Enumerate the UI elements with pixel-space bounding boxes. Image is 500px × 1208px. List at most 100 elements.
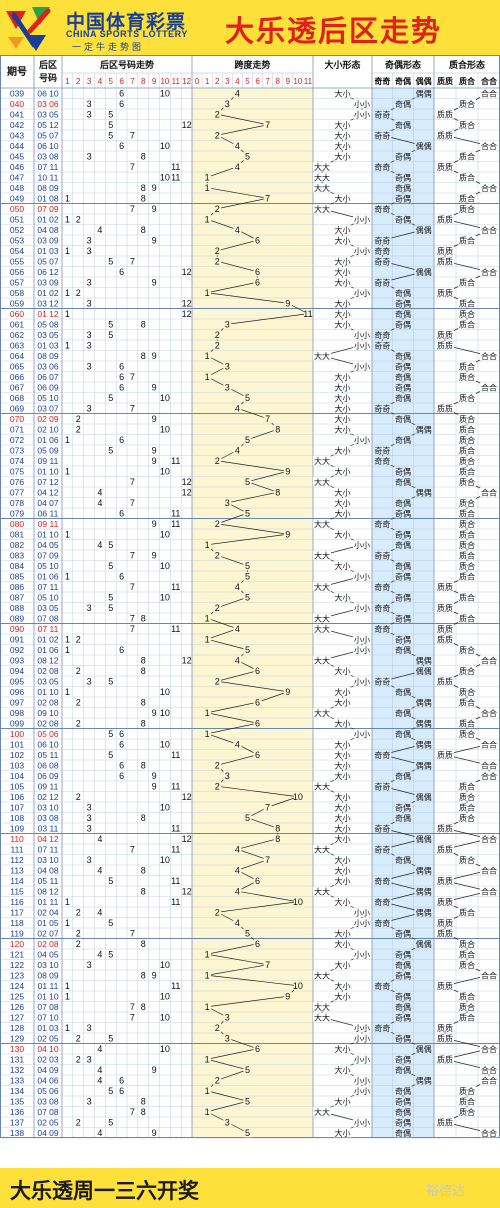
- odd-even-mark: 奇偶: [395, 351, 411, 361]
- span-trend-mark: 10: [293, 897, 303, 907]
- odd-even-mark-background: [394, 288, 412, 298]
- odd-even-mark-background: [414, 939, 433, 949]
- issue-number: 096: [10, 687, 24, 697]
- number-trend-mark: 10: [160, 1012, 170, 1022]
- odd-even-mark-background: [414, 907, 433, 917]
- back-area-numbers: 08 12: [37, 655, 59, 665]
- odd-even-mark-background: [394, 729, 412, 739]
- span-mark-background: [213, 456, 222, 466]
- odd-even-mark: 奇偶: [395, 1033, 411, 1043]
- big-small-mark-background: [333, 487, 352, 497]
- back-area-numbers: 09 11: [38, 456, 59, 466]
- back-area-numbers: 04 12: [37, 487, 59, 497]
- issue-number: 040: [10, 99, 24, 109]
- span-mark-background: [243, 151, 252, 161]
- number-trend-mark: 7: [130, 550, 135, 560]
- odd-even-mark: 偶偶: [416, 697, 432, 707]
- span-mark-background: [243, 571, 252, 581]
- prime-composite-mark: 质合: [459, 802, 475, 812]
- span-trend-mark: 1: [205, 288, 210, 298]
- odd-even-mark-background: [373, 918, 392, 928]
- span-trend-mark: 1: [205, 949, 210, 959]
- span-trend-mark: 4: [235, 655, 240, 665]
- number-trend-mark: 10: [160, 739, 170, 749]
- number-trend-mark: 7: [130, 1107, 135, 1117]
- prime-composite-mark: 质合: [459, 193, 475, 203]
- odd-even-mark-background: [373, 823, 392, 833]
- span-trend-mark: 2: [215, 519, 220, 529]
- page-title: 大乐透后区走势: [225, 14, 443, 48]
- issue-number: 083: [10, 550, 24, 560]
- span-trend-mark: 3: [225, 1117, 230, 1127]
- big-small-mark: 大大: [314, 172, 330, 182]
- span-mark-background: [253, 876, 262, 886]
- prime-mark-background: [458, 991, 476, 1001]
- prime-mark-background: [458, 435, 476, 445]
- odd-even-mark-background: [414, 487, 433, 497]
- number-trend-mark: 7: [130, 498, 135, 508]
- issue-number: 109: [10, 823, 24, 833]
- prime-mark-background: [458, 235, 476, 245]
- prime-mark-background: [458, 466, 476, 476]
- odd-even-mark-background: [394, 214, 412, 224]
- number-trend-mark: 12: [182, 792, 192, 802]
- number-trend-mark: 8: [141, 319, 146, 329]
- number-trend-mark: 2: [76, 214, 81, 224]
- span-mark-background: [233, 886, 242, 896]
- odd-even-mark: 奇奇: [374, 277, 390, 287]
- number-trend-mark: 12: [182, 834, 192, 844]
- prime-mark-background: [480, 760, 498, 770]
- back-area-numbers: 06 10: [37, 88, 59, 98]
- prime-mark-background: [436, 634, 454, 644]
- odd-even-mark-background: [394, 498, 412, 508]
- issue-number: 120: [10, 939, 24, 949]
- big-small-mark: 大大: [314, 204, 330, 214]
- prime-composite-mark: 质质: [437, 928, 453, 938]
- prime-subheader: 质合: [459, 76, 476, 86]
- number-trend-mark: 3: [87, 1096, 92, 1106]
- span-mark-background: [203, 970, 212, 980]
- big-small-mark: 大小: [335, 424, 351, 434]
- number-trend-mark: 10: [160, 466, 170, 476]
- back-area-numbers: 04 06: [37, 1075, 59, 1085]
- number-trend-mark: 1: [65, 435, 70, 445]
- number-trend-mark: 6: [119, 760, 124, 770]
- span-mark-background: [223, 382, 232, 392]
- big-small-mark-background: [353, 676, 371, 686]
- prime-mark-background: [458, 592, 476, 602]
- big-small-mark-background: [333, 897, 352, 907]
- prime-mark-background: [480, 708, 498, 718]
- prime-composite-mark: 质合: [459, 697, 475, 707]
- prime-mark-background: [458, 1002, 476, 1012]
- number-trend-mark: 6: [119, 435, 124, 445]
- odd-even-mark-background: [414, 1075, 433, 1085]
- odd-even-mark-background: [394, 183, 412, 193]
- number-trend-mark: 5: [108, 561, 113, 571]
- odd-even-mark-background: [373, 130, 392, 140]
- prime-composite-mark: 合合: [481, 351, 497, 361]
- prime-trend-line: [443, 92, 491, 1134]
- issue-number: 061: [10, 319, 24, 329]
- prime-mark-background: [458, 1096, 476, 1106]
- back-area-numbers: 06 12: [37, 267, 59, 277]
- back-area-numbers: 02 04: [37, 907, 59, 917]
- odd-even-mark-background: [394, 613, 412, 623]
- prime-mark-background: [458, 792, 476, 802]
- issue-number: 042: [10, 120, 24, 130]
- back-area-numbers: 04 09: [37, 1128, 59, 1138]
- big-small-mark: 大小: [335, 960, 351, 970]
- prime-mark-background: [436, 109, 454, 119]
- big-small-mark: 大小: [335, 876, 351, 886]
- prime-mark-background: [480, 886, 498, 896]
- span-mark-background: [253, 939, 262, 949]
- back-area-numbers: 05 07: [37, 130, 59, 140]
- number-trend-mark: 2: [76, 424, 81, 434]
- span-mark-background: [233, 624, 242, 634]
- odd-even-mark: 奇奇: [374, 204, 390, 214]
- back-area-numbers: 04 08: [37, 865, 59, 875]
- big-small-mark-background: [333, 1128, 352, 1138]
- back-area-numbers: 05 09: [37, 445, 59, 455]
- odd-even-mark-background: [373, 162, 392, 172]
- big-small-mark-background: [313, 886, 331, 896]
- back-area-numbers: 05 11: [38, 876, 59, 886]
